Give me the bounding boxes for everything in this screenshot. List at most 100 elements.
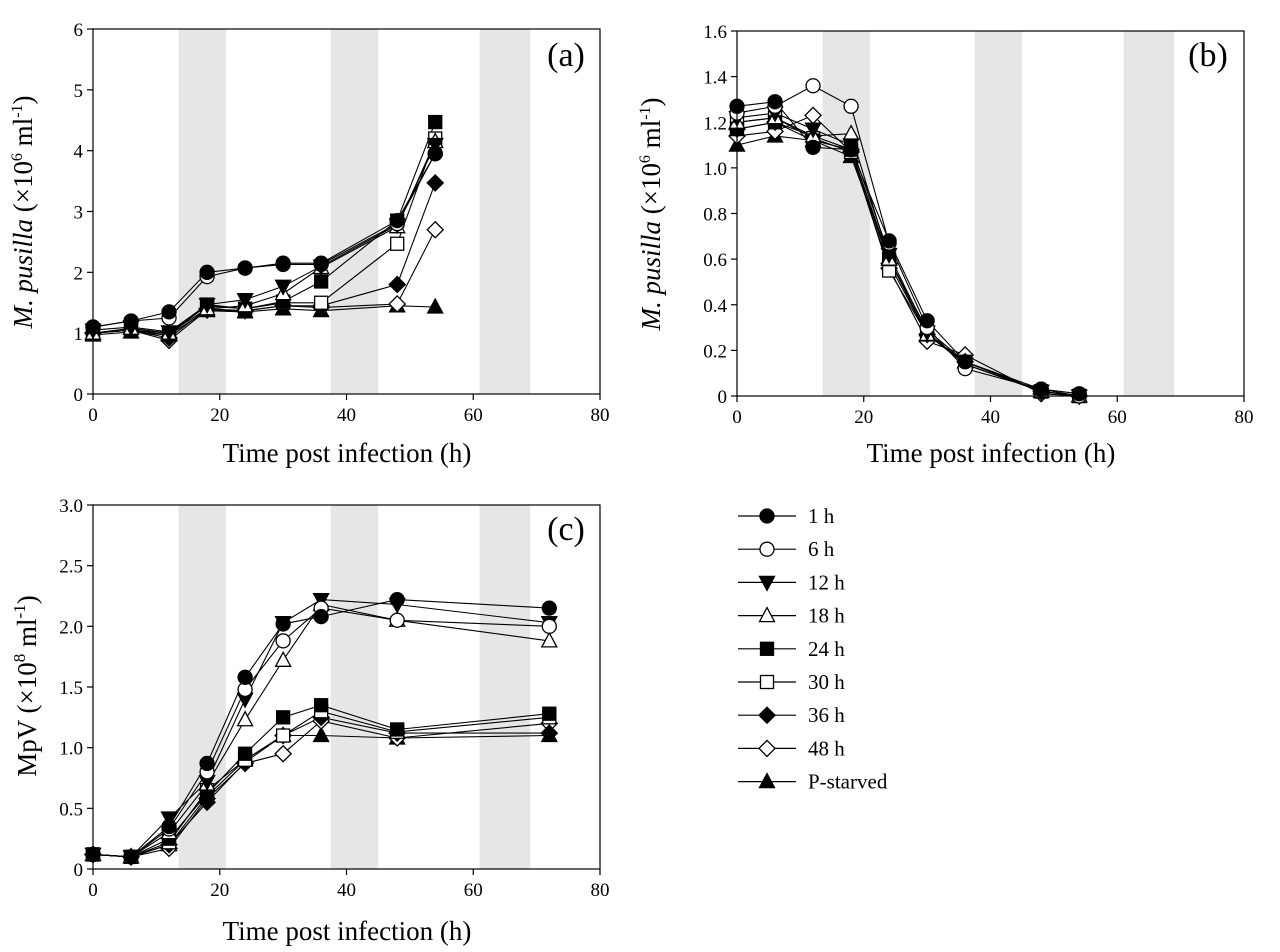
point-b-0-6 xyxy=(957,354,973,370)
legend-label-1: 6 h xyxy=(808,537,835,561)
series-line-a-2 xyxy=(92,144,436,333)
y-axis-label-c: MpV (×108 ml-1) xyxy=(10,595,42,776)
x-axis-label-a: Time post infection (h) xyxy=(223,438,472,468)
point-a-0-7 xyxy=(389,212,405,229)
series-line-b-8 xyxy=(736,135,1080,397)
point-a-2-2 xyxy=(160,325,178,342)
point-b-0-8 xyxy=(1071,386,1087,402)
legend-label-3: 18 h xyxy=(808,604,845,628)
x-axis-label-c: Time post infection (h) xyxy=(223,916,472,946)
point-a-2-4 xyxy=(236,293,254,310)
y-tick-label-b-5: 1.0 xyxy=(703,159,727,180)
dark-band-a-0 xyxy=(178,29,227,394)
y-tick-label-c-0: 0 xyxy=(74,860,84,881)
legend-item-4: 24 h xyxy=(738,637,845,661)
legend-marker-5 xyxy=(759,674,775,690)
y-tick-label-b-8: 1.6 xyxy=(703,22,727,43)
point-c-4-6 xyxy=(313,698,329,713)
point-b-0-5 xyxy=(919,313,935,329)
legend-label-6: 36 h xyxy=(808,703,845,727)
y-tick-label-a-0: 0 xyxy=(74,385,84,406)
point-c-0-6 xyxy=(313,608,329,625)
legend-marker-2 xyxy=(758,575,776,592)
axes-c: 0 20 40 60 80 0 0.5 1.0 1.5 2.0 2.5 3.0 xyxy=(59,496,609,901)
point-c-8-6 xyxy=(312,726,330,743)
point-c-1-8 xyxy=(541,618,557,634)
legend-marker-3 xyxy=(758,606,776,623)
y-tick-label-a-6: 6 xyxy=(74,20,84,41)
point-b-0-1 xyxy=(767,94,783,110)
dark-band-b-1 xyxy=(974,31,1023,396)
series-line-a-1 xyxy=(92,153,436,328)
legend-marker-7 xyxy=(758,739,776,758)
panel-a: 0 20 40 60 80 0 1 2 3 4 5 6 (a) Time post infection… xyxy=(8,20,610,468)
legend-label-0: 1 h xyxy=(808,504,835,528)
point-a-0-1 xyxy=(123,313,139,329)
point-c-4-8 xyxy=(542,706,557,721)
legend-marker-6 xyxy=(758,706,776,725)
dark-band-c-2 xyxy=(479,505,531,869)
x-tick-label-b-4: 80 xyxy=(1235,407,1254,428)
y-tick-label-c-5: 2.5 xyxy=(59,557,83,578)
point-c-4-5 xyxy=(275,710,291,725)
point-b-2-2 xyxy=(804,122,822,139)
series-line-b-5 xyxy=(736,117,1080,397)
series-line-a-0 xyxy=(92,153,436,328)
y-tick-label-b-7: 1.4 xyxy=(703,68,727,89)
y-tick-label-b-0: 0 xyxy=(718,387,728,408)
point-c-6-8 xyxy=(540,724,559,743)
y-axis-label-a: M. pusilla (×106 ml-1) xyxy=(8,95,38,329)
legend-label-7: 48 h xyxy=(808,736,845,760)
dark-band-c-0 xyxy=(178,505,227,869)
point-c-3-8 xyxy=(540,631,558,648)
legend-label-2: 12 h xyxy=(808,570,845,594)
series-line-b-0 xyxy=(736,101,1080,395)
point-c-0-7 xyxy=(389,591,405,608)
point-c-0-2 xyxy=(161,818,177,835)
y-tick-label-b-6: 1.2 xyxy=(703,113,727,134)
x-tick-label-b-0: 0 xyxy=(732,407,742,428)
point-a-0-2 xyxy=(161,304,177,320)
dark-band-c-1 xyxy=(330,505,379,869)
panel-label-a: (a) xyxy=(547,37,585,74)
legend-item-1: 6 h xyxy=(738,537,835,561)
x-tick-label-a-3: 60 xyxy=(464,405,483,426)
y-tick-label-b-4: 0.8 xyxy=(703,205,727,226)
panel-label-b: (b) xyxy=(1188,37,1228,74)
legend-label-4: 24 h xyxy=(808,637,845,661)
legend-item-0: 1 h xyxy=(738,504,835,528)
point-a-0-8 xyxy=(427,146,443,162)
series-points-b xyxy=(728,78,1089,406)
legend-label-8: P-starved xyxy=(808,770,888,794)
x-tick-label-b-2: 40 xyxy=(981,407,1000,428)
point-a-7-8 xyxy=(426,220,445,239)
panel-b: 0 20 40 60 80 0 0.2 0.4 0.6 0.8 1.0 1.2 1.4 1.6 (b) T… xyxy=(636,22,1254,468)
x-tick-label-c-1: 20 xyxy=(210,880,229,901)
point-a-5-6 xyxy=(313,295,329,310)
point-c-3-5 xyxy=(274,650,292,667)
legend-marker-0 xyxy=(759,508,775,524)
point-a-4-8 xyxy=(428,114,443,130)
x-axis-label-b: Time post infection (h) xyxy=(867,438,1116,468)
point-b-0-4 xyxy=(881,233,897,249)
data-series-a xyxy=(84,114,445,350)
y-tick-label-a-4: 4 xyxy=(74,142,84,163)
point-b-0-3 xyxy=(843,141,859,158)
data-series-c xyxy=(84,591,559,867)
y-tick-label-a-1: 1 xyxy=(74,324,84,345)
point-a-7-7 xyxy=(388,295,407,313)
x-tick-label-b-3: 60 xyxy=(1108,407,1127,428)
y-axis-label-b: M. pusilla (×106 ml-1) xyxy=(636,97,666,331)
point-a-0-3 xyxy=(199,264,215,280)
point-c-1-5 xyxy=(275,633,291,649)
dark-band-b-2 xyxy=(1123,31,1175,396)
y-tick-label-c-1: 0.5 xyxy=(59,799,83,820)
series-points-a xyxy=(84,114,445,350)
point-c-0-3 xyxy=(199,755,215,772)
point-c-4-4 xyxy=(237,746,253,761)
x-tick-label-c-4: 80 xyxy=(591,880,610,901)
y-tick-label-b-2: 0.4 xyxy=(703,296,727,317)
dark-band-a-1 xyxy=(330,29,379,394)
point-a-4-6 xyxy=(313,274,329,289)
